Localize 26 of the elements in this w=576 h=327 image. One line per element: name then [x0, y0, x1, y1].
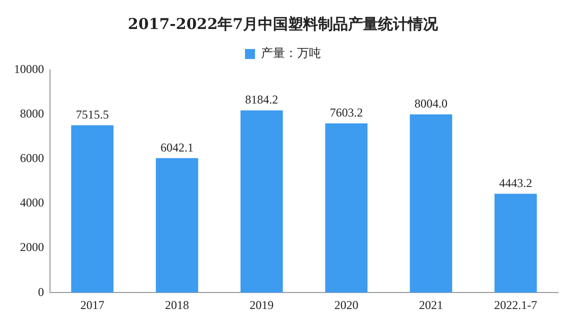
text: 6042.1: [160, 140, 194, 154]
text: 4443.2: [499, 176, 532, 190]
y-tick-label: 4000: [20, 196, 44, 210]
x-tick-label: 2021: [419, 298, 443, 312]
x-tick-label: 2018: [165, 298, 189, 312]
bar: [410, 114, 452, 293]
x-tick-label: 2020: [334, 298, 358, 312]
bar: [240, 110, 283, 293]
x-tick-label: 2019: [250, 298, 274, 312]
bar: [156, 158, 198, 293]
y-tick-label: 2000: [20, 240, 44, 254]
y-tick-label: 6000: [20, 151, 44, 166]
text: 7515.5: [76, 107, 109, 122]
y-tick-label: 0: [38, 284, 44, 299]
bar: [325, 123, 368, 293]
bar: [494, 194, 537, 293]
text: 7603.2: [330, 106, 363, 120]
y-tick-label: 10000: [14, 62, 44, 76]
text: 8004.0: [414, 96, 448, 111]
legend-label: 产量：万吨: [261, 46, 321, 60]
bar: [71, 125, 114, 293]
chart-title: 2017-2022年7月中国塑料制品产量统计情况: [128, 14, 440, 33]
x-tick-label: 2022.1-7: [494, 298, 538, 312]
x-tick-label: 2017: [80, 298, 104, 312]
text: 8184.2: [245, 92, 278, 107]
y-tick-label: 8000: [20, 106, 44, 121]
